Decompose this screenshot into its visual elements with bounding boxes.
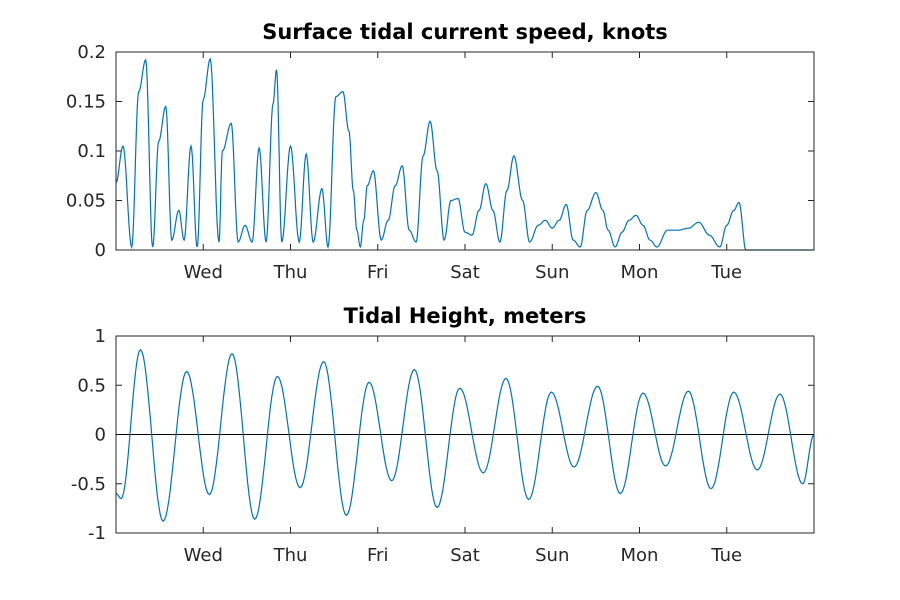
- y-tick-label: -1: [88, 523, 106, 544]
- series-line: [115, 57, 814, 251]
- x-tick-label: Wed: [184, 545, 223, 566]
- series-line: [116, 348, 815, 523]
- y-tick-label: -0.5: [71, 474, 106, 495]
- x-tick-label: Sat: [450, 262, 480, 283]
- y-tick-label: 0.2: [77, 42, 106, 63]
- plot-area: [116, 348, 815, 523]
- y-tick-label: 0.5: [77, 375, 106, 396]
- y-tick-label: 0: [95, 425, 106, 446]
- x-tick-label: Fri: [367, 262, 388, 283]
- x-tick-label: Mon: [621, 262, 659, 283]
- tick-layer: 0 0.05 0.1 0.15 0.2 Wed Thu Fri Sat Sun Mon Tue: [66, 42, 814, 283]
- axes-box: [115, 51, 815, 251]
- x-tick-label: Wed: [184, 262, 223, 283]
- chart-title: Surface tidal current speed, knots: [262, 20, 668, 44]
- y-tick-label: 0.1: [77, 141, 106, 162]
- y-tick-label: 0.05: [66, 191, 106, 212]
- x-tick-label: Tue: [710, 262, 742, 283]
- x-tick-label: Sun: [535, 545, 569, 566]
- x-tick-label: Sat: [450, 545, 480, 566]
- x-tick-label: Thu: [273, 545, 308, 566]
- x-tick-label: Thu: [273, 262, 308, 283]
- plot-area: [115, 57, 814, 251]
- chart-title: Tidal Height, meters: [344, 304, 587, 328]
- current-speed-chart: Surface tidal current speed, knots 0 0.05…: [66, 20, 815, 283]
- tidal-height-chart: Tidal Height, meters -1 -0.5 0 0.5 1 Wed Thu Fr…: [71, 304, 815, 566]
- x-tick-label: Fri: [367, 545, 388, 566]
- y-tick-label: 0: [95, 240, 106, 261]
- x-tick-label: Mon: [621, 545, 659, 566]
- y-tick-label: 0.15: [66, 92, 106, 113]
- y-tick-label: 1: [95, 326, 106, 347]
- x-tick-label: Tue: [710, 545, 742, 566]
- x-tick-label: Sun: [535, 262, 569, 283]
- axes-box: [115, 335, 815, 534]
- tick-layer: -1 -0.5 0 0.5 1 Wed Thu Fri Sat Sun Mon Tue: [71, 326, 814, 566]
